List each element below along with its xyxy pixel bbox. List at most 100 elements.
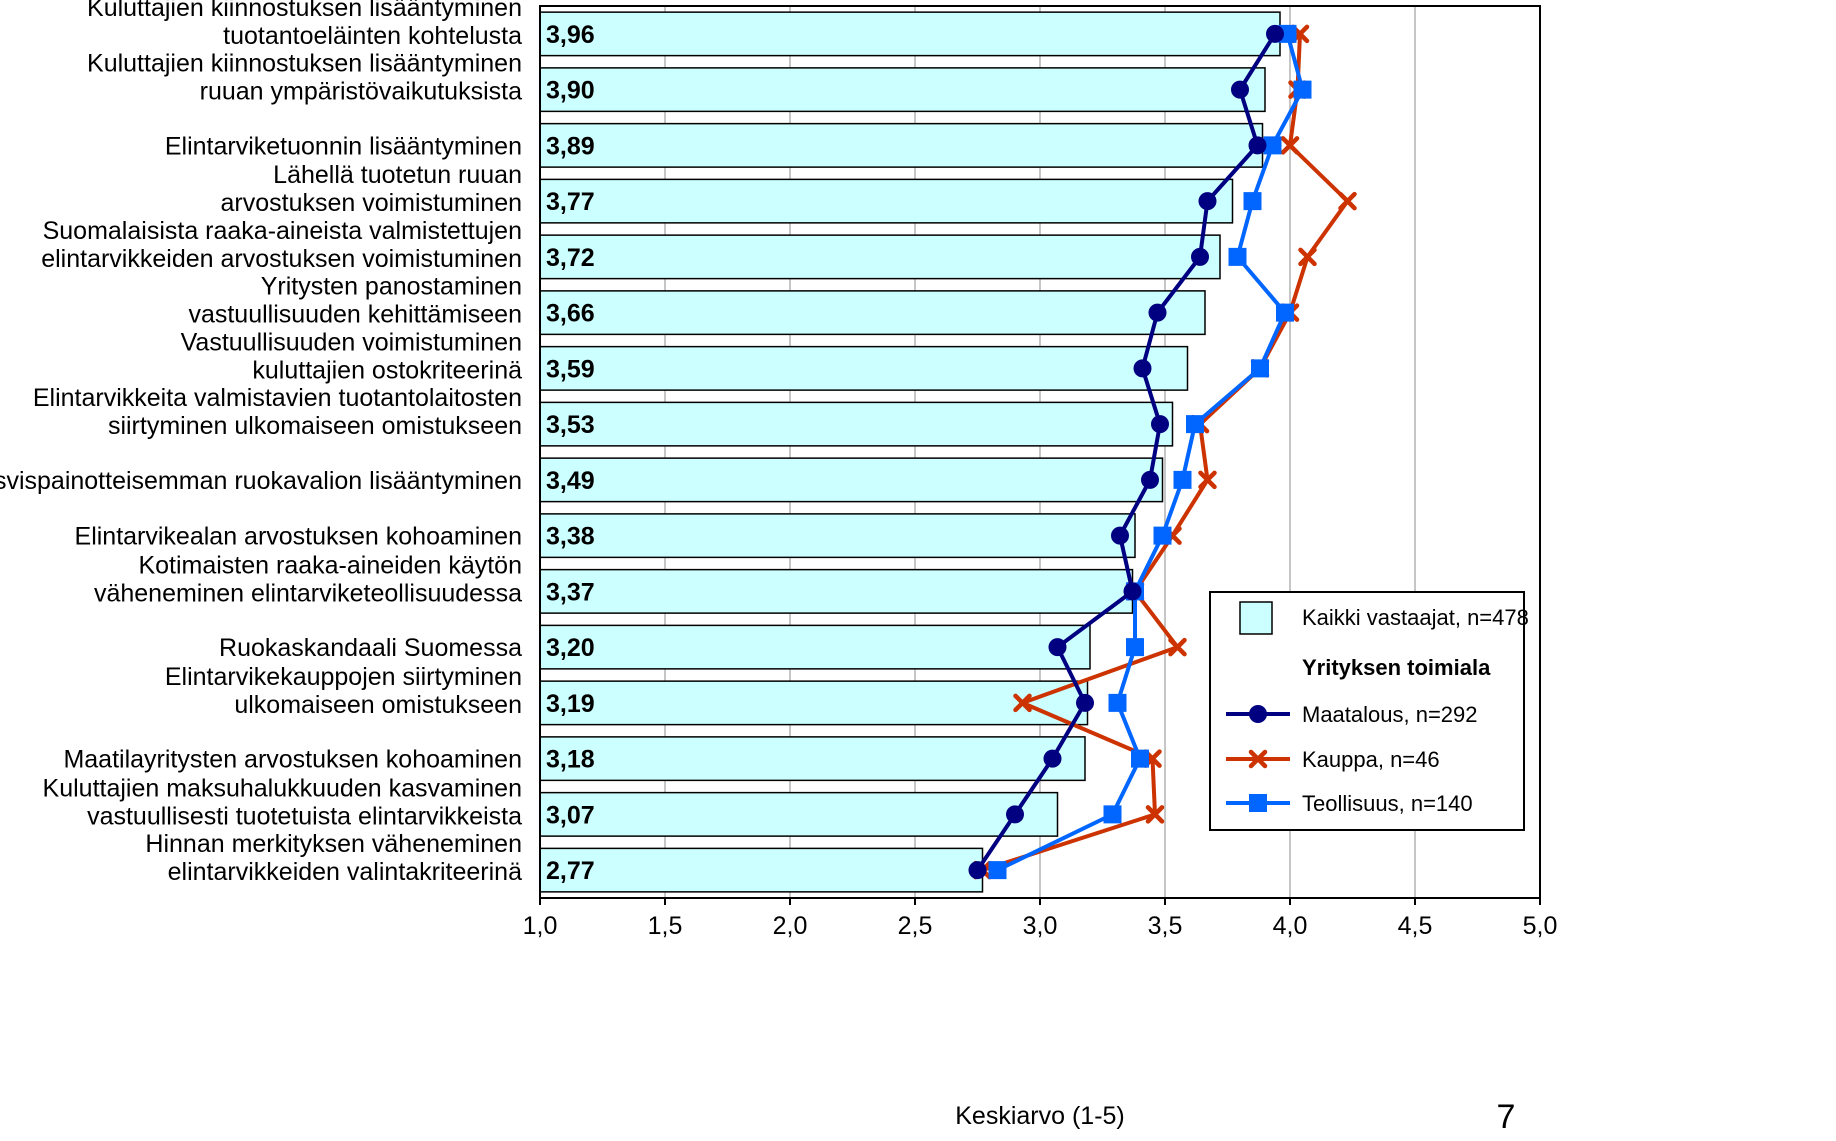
x-tick-label: 1,5 bbox=[648, 912, 683, 940]
marker-square bbox=[1108, 693, 1127, 712]
marker-circle bbox=[968, 861, 987, 880]
marker-circle bbox=[1198, 192, 1217, 211]
x-tick-label: 3,5 bbox=[1148, 912, 1183, 940]
series-line bbox=[981, 33, 1350, 873]
bar-value-label: 3,19 bbox=[546, 690, 595, 718]
category-label: Kuluttajien kiinnostuksen lisääntyminen t… bbox=[87, 0, 522, 50]
bar bbox=[539, 457, 1164, 503]
series-circle bbox=[968, 24, 1284, 880]
bar-value-label: 3,37 bbox=[546, 578, 595, 606]
legend-series-label: Maatalous, n=292 bbox=[1302, 702, 1478, 727]
x-tick-label: 2,0 bbox=[773, 912, 808, 940]
category-label-line: vastuullisuuden kehittämiseen bbox=[188, 301, 522, 329]
category-label: Maatilayritysten arvostuksen kohoaminen bbox=[63, 746, 522, 774]
bar bbox=[539, 791, 1059, 837]
bar bbox=[539, 67, 1266, 113]
marker-circle bbox=[1151, 415, 1169, 434]
marker-square bbox=[1293, 80, 1312, 99]
series-lines bbox=[968, 24, 1357, 880]
bar-value-label: 3,18 bbox=[546, 746, 595, 774]
bar bbox=[539, 624, 1091, 670]
category-label: Kuluttajien maksuhalukkuuden kasvaminen v… bbox=[43, 774, 523, 830]
x-tick-label: 1,0 bbox=[523, 912, 558, 940]
marker-circle bbox=[1006, 805, 1024, 824]
category-label-line: Kuluttajien maksuhalukkuuden kasvaminen bbox=[43, 774, 522, 802]
bar-value-label: 3,07 bbox=[546, 801, 595, 829]
bar bbox=[539, 513, 1136, 559]
bar bbox=[539, 736, 1086, 782]
category-label-line: Kuluttajien kiinnostuksen lisääntyminen bbox=[87, 50, 522, 78]
legend-series-label: Kauppa, n=46 bbox=[1302, 747, 1440, 772]
category-label-line: ulkomaiseen omistukseen bbox=[234, 691, 522, 719]
x-tick-label: 3,0 bbox=[1023, 912, 1058, 940]
category-label-line: kuluttajien ostokriteerinä bbox=[252, 356, 522, 384]
marker-square bbox=[1243, 192, 1262, 211]
marker-circle bbox=[1248, 136, 1267, 155]
marker-square bbox=[1153, 526, 1172, 545]
marker-circle bbox=[1133, 359, 1152, 378]
marker-x bbox=[1013, 693, 1032, 713]
category-label-line: Yritysten panostaminen bbox=[261, 273, 522, 301]
marker-square bbox=[1278, 24, 1297, 43]
category-label: Yritysten panostaminen vastuullisuuden ke… bbox=[188, 273, 522, 329]
legend-series-swatches bbox=[1226, 705, 1290, 812]
category-label: Elintarvikekauppojen siirtyminen ulkomais… bbox=[165, 663, 522, 719]
bar bbox=[539, 234, 1221, 280]
marker-x bbox=[1198, 470, 1217, 490]
marker-x bbox=[1145, 805, 1165, 824]
bar-value-label: 2,77 bbox=[546, 857, 595, 885]
category-label-line: Elintarvikekauppojen siirtyminen bbox=[165, 663, 522, 691]
marker-circle bbox=[1249, 705, 1267, 723]
category-label-line: Hinnan merkityksen väheneminen bbox=[145, 830, 522, 858]
category-label-line: elintarvikkeiden valintakriteerinä bbox=[168, 858, 522, 886]
x-tick-label: 4,0 bbox=[1273, 912, 1308, 940]
marker-x bbox=[1280, 136, 1300, 155]
series-square bbox=[988, 24, 1312, 880]
bar-value-label: 3,66 bbox=[546, 300, 595, 328]
category-label-line: arvostuksen voimistuminen bbox=[220, 189, 522, 217]
category-label: Elintarvikealan arvostuksen kohoaminen bbox=[75, 523, 522, 551]
marker-square bbox=[1251, 359, 1269, 378]
category-label-line: Suomalaisista raaka-aineista valmistettu… bbox=[43, 217, 522, 245]
marker-circle bbox=[1141, 470, 1159, 489]
marker-square bbox=[1186, 415, 1204, 434]
marker-circle bbox=[1111, 526, 1129, 545]
x-axis-title: Keskiarvo (1-5) bbox=[955, 1102, 1125, 1130]
category-label: Kuluttajien kiinnostuksen lisääntyminen r… bbox=[87, 50, 522, 106]
marker-x bbox=[1298, 247, 1317, 267]
category-label-line: siirtyminen ulkomaiseen omistukseen bbox=[108, 412, 522, 440]
legend-group-title: Yrityksen toimiala bbox=[1302, 655, 1491, 680]
category-label-line: väheneminen elintarviketeollisuudessa bbox=[94, 579, 522, 607]
x-tick-label: 4,5 bbox=[1398, 912, 1433, 940]
marker-square bbox=[1263, 136, 1282, 155]
category-label: Kasvispainotteisemman ruokavalion lisään… bbox=[0, 467, 522, 495]
category-label: Elintarvikkeita valmistavien tuotantolai… bbox=[33, 384, 522, 440]
category-label-line: tuotantoeläinten kohtelusta bbox=[223, 22, 522, 50]
x-tick-label: 2,5 bbox=[898, 912, 933, 940]
bar bbox=[539, 290, 1206, 336]
legend-bar-label: Kaikki vastaajat, n=478 bbox=[1302, 605, 1529, 630]
marker-x bbox=[1168, 637, 1187, 657]
bar bbox=[539, 178, 1234, 224]
bar-value-label: 3,20 bbox=[546, 634, 595, 662]
marker-square bbox=[1173, 470, 1192, 489]
category-labels: Kuluttajien kiinnostuksen lisääntyminen t… bbox=[0, 0, 522, 886]
bars: 3,96 3,90 3,89 3,77 3,72 3,66 3,59 3,53 3,49 3,38… bbox=[539, 11, 1281, 893]
category-label-line: elintarvikkeiden arvostuksen voimistumin… bbox=[41, 245, 522, 273]
x-tick-label: 5,0 bbox=[1523, 912, 1558, 940]
category-label: Lähellä tuotetun ruuan arvostuksen voimis… bbox=[220, 161, 522, 217]
category-label-line: Kuluttajien kiinnostuksen lisääntyminen bbox=[87, 0, 522, 22]
bar-value-label: 3,96 bbox=[546, 21, 595, 49]
legend-series-label: Teollisuus, n=140 bbox=[1302, 791, 1473, 816]
category-label: Kotimaisten raaka-aineiden käytön vähenem… bbox=[94, 551, 522, 607]
marker-circle bbox=[1076, 693, 1094, 712]
category-label-line: Lähellä tuotetun ruuan bbox=[273, 161, 522, 189]
bar-value-label: 3,38 bbox=[546, 523, 595, 551]
marker-square bbox=[1126, 638, 1144, 657]
bar-value-label: 3,53 bbox=[546, 411, 595, 439]
category-label: Vastuullisuuden voimistuminen kuluttajien… bbox=[181, 328, 522, 384]
marker-x bbox=[1248, 749, 1268, 769]
marker-circle bbox=[1191, 247, 1209, 266]
bar bbox=[539, 680, 1089, 726]
